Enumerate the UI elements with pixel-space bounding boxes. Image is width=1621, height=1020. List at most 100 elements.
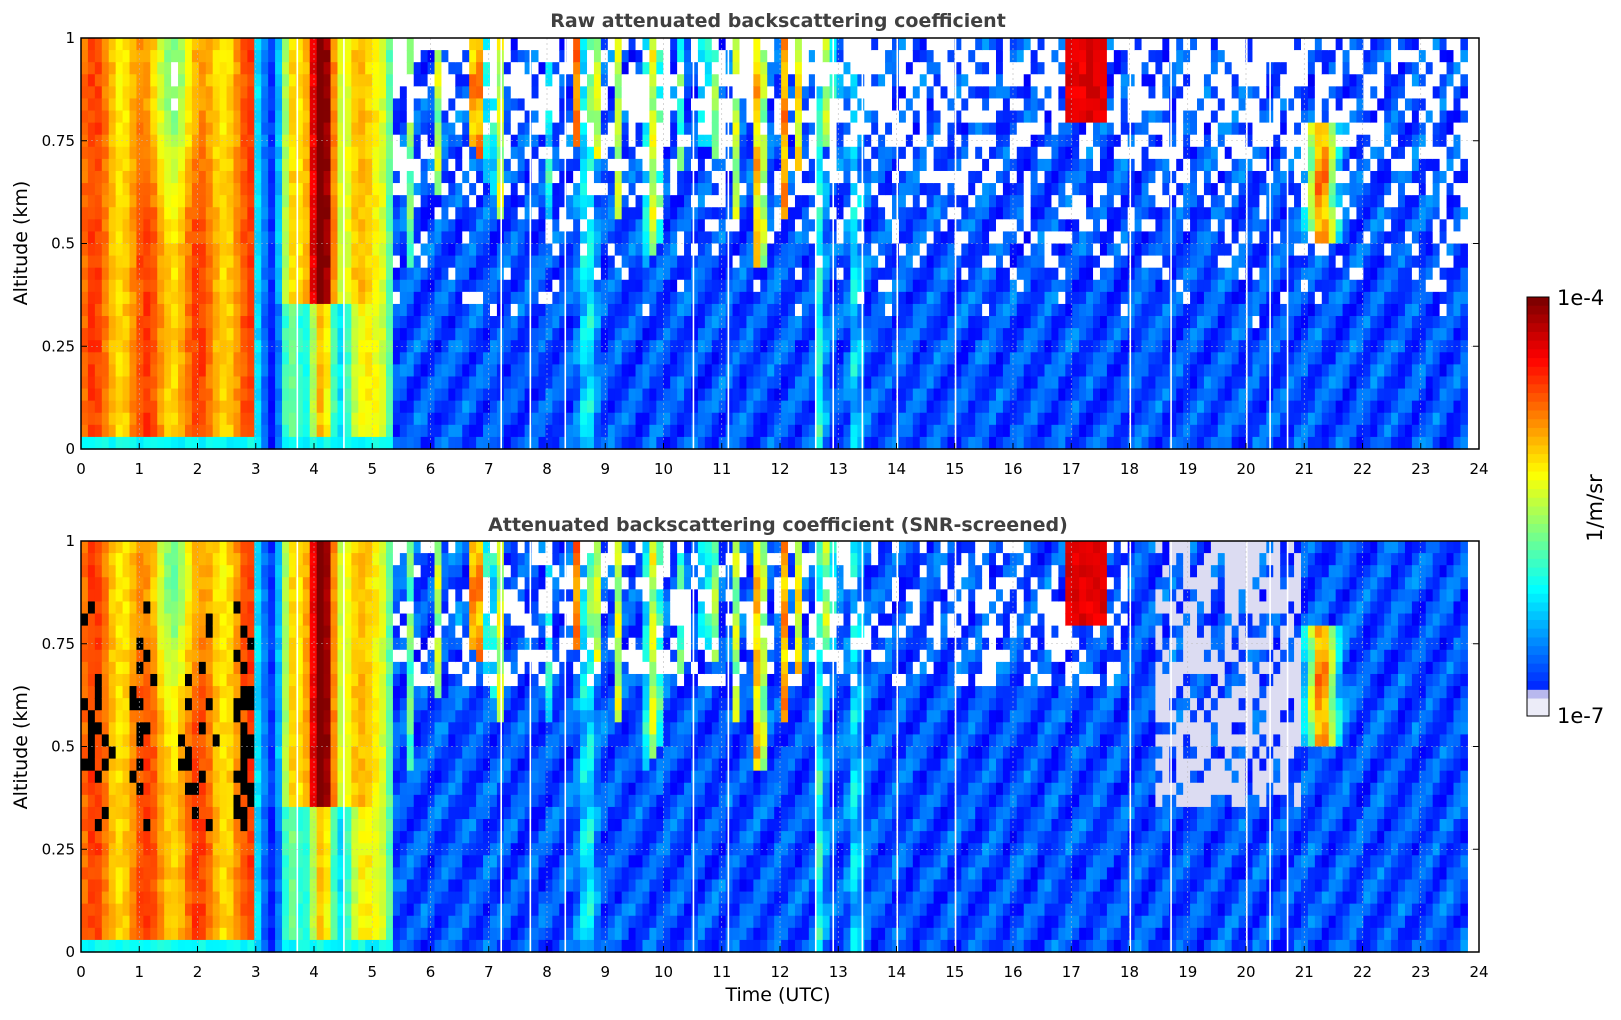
heatmap-cell [732, 134, 741, 148]
heatmap-cell [191, 50, 200, 63]
heatmap-cell [205, 400, 214, 414]
heatmap-cell [136, 291, 144, 305]
heatmap-cell [392, 340, 401, 353]
heatmap-cell [843, 364, 852, 378]
heatmap-cell [150, 195, 158, 208]
heatmap-cell [1058, 376, 1066, 390]
heatmap-cell [1079, 255, 1087, 269]
heatmap-cell [767, 195, 775, 208]
heatmap-cell [628, 219, 637, 233]
heatmap-cell [600, 98, 609, 112]
heatmap-cell [663, 364, 671, 378]
heatmap-cell [164, 98, 172, 112]
heatmap-cell [191, 62, 200, 75]
heatmap-cell [905, 436, 914, 450]
heatmap-cell [191, 231, 200, 245]
heatmap-cell [587, 134, 595, 148]
heatmap-cell [1065, 146, 1073, 160]
heatmap-cell [801, 207, 810, 220]
heatmap-cell [344, 388, 352, 402]
heatmap-cell [746, 219, 754, 233]
heatmap-cell [372, 50, 380, 63]
heatmap-cell [517, 412, 526, 426]
heatmap-cell [392, 267, 401, 281]
heatmap-cell [441, 207, 449, 220]
heatmap-cell [704, 340, 713, 353]
heatmap-cell [365, 50, 373, 63]
heatmap-cell [677, 158, 685, 172]
heatmap-cell [171, 183, 179, 196]
heatmap-cell [607, 170, 616, 184]
heatmap-cell [545, 376, 553, 390]
heatmap-cell [614, 328, 623, 341]
heatmap-cell [732, 231, 741, 245]
heatmap-cell [580, 122, 588, 136]
heatmap-cell [649, 195, 657, 208]
heatmap-cell [1093, 231, 1101, 245]
heatmap-cell [178, 279, 186, 293]
heatmap-cell [600, 291, 609, 305]
heatmap-cell [878, 388, 886, 402]
heatmap-cell [261, 183, 269, 196]
heatmap-cell [448, 303, 456, 317]
heatmap-cell [226, 436, 235, 450]
heatmap-cell [836, 291, 845, 305]
heatmap-cell [101, 388, 110, 402]
heatmap-cell [510, 388, 519, 402]
heatmap-cell [725, 207, 734, 220]
heatmap-cell [892, 231, 900, 245]
heatmap-cell [885, 146, 893, 160]
heatmap-cell [191, 207, 200, 220]
heatmap-cell [476, 376, 484, 390]
heatmap-cell [788, 424, 796, 438]
heatmap-cell [129, 98, 138, 112]
heatmap-cell [219, 364, 228, 378]
heatmap-cell [663, 183, 671, 196]
heatmap-cell [711, 316, 720, 329]
heatmap-cell [191, 267, 200, 281]
heatmap-cell [261, 316, 269, 329]
heatmap-cell [136, 62, 144, 75]
heatmap-cell [115, 98, 124, 112]
heatmap-cell [448, 195, 456, 208]
heatmap-cell [995, 110, 1004, 124]
heatmap-cell [545, 412, 553, 426]
heatmap-cell [905, 316, 914, 329]
heatmap-cell [143, 134, 151, 148]
heatmap-cell [732, 183, 741, 196]
heatmap-cell [372, 207, 380, 220]
heatmap-cell [469, 50, 477, 63]
heatmap-cell [448, 207, 456, 220]
heatmap-cell [573, 340, 581, 353]
heatmap-cell [288, 134, 297, 148]
heatmap-cell [947, 328, 955, 341]
heatmap-cell [268, 170, 276, 184]
heatmap-cell [122, 38, 131, 51]
heatmap-cell [871, 146, 879, 160]
heatmap-cell [275, 364, 283, 378]
heatmap-cell [822, 303, 831, 317]
heatmap-cell [143, 279, 151, 293]
heatmap-cell [753, 400, 761, 414]
heatmap-cell [649, 98, 657, 112]
heatmap-cell [406, 50, 415, 63]
heatmap-cell [767, 376, 775, 390]
heatmap-cell [919, 303, 928, 317]
heatmap-cell [524, 400, 533, 414]
heatmap-cell [115, 328, 124, 341]
heatmap-cell [434, 158, 443, 172]
heatmap-cell [718, 352, 727, 365]
heatmap-cell [247, 146, 255, 160]
heatmap-cell [164, 364, 172, 378]
heatmap-cell [136, 340, 144, 353]
heatmap-cell [1023, 50, 1032, 63]
heatmap-cell [531, 243, 540, 257]
heatmap-cell [178, 291, 186, 305]
heatmap-cell [1058, 158, 1066, 172]
heatmap-cell [794, 424, 803, 438]
heatmap-cell [690, 195, 699, 208]
heatmap-cell [746, 158, 754, 172]
heatmap-cell [406, 400, 415, 414]
heatmap-cell [413, 352, 422, 365]
heatmap-cell [351, 316, 359, 329]
